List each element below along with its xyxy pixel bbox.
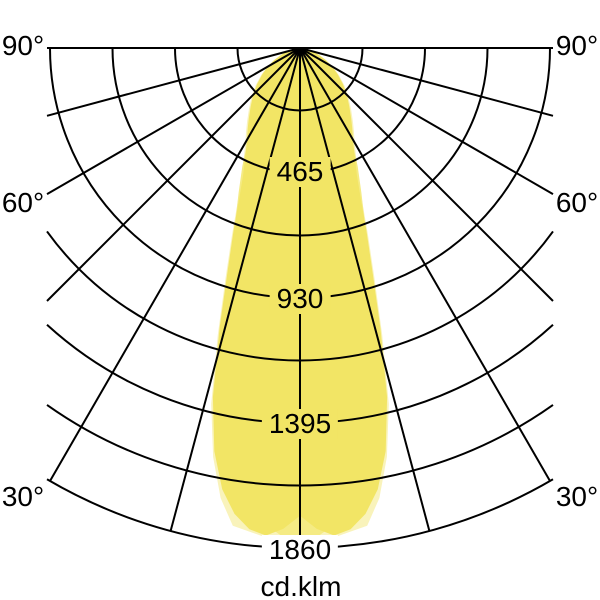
angle-label-90-right: 90° <box>555 30 599 61</box>
angle-label-90-left: 90° <box>1 30 45 61</box>
polar-ray-15-right <box>299 47 431 532</box>
angle-label-30-left: 30° <box>1 481 45 512</box>
angle-label-60-left: 60° <box>1 187 45 218</box>
polar-ray-30-left <box>49 47 301 482</box>
polar-ray-75-left <box>46 47 301 117</box>
unit-label: cd.klm <box>260 571 342 600</box>
angle-label-30-right: 30° <box>555 481 599 512</box>
polar-ray-45-left <box>46 47 301 302</box>
radial-tick-465: 465 <box>269 157 331 187</box>
polar-ray-30-right <box>299 47 551 482</box>
radial-tick-930: 930 <box>269 284 331 314</box>
polar-ray-60-right <box>299 47 554 195</box>
polar-ray-75-right <box>299 47 554 117</box>
angle-label-60-right: 60° <box>555 187 599 218</box>
radial-tick-1395: 1395 <box>261 409 339 439</box>
radial-tick-1860: 1860 <box>261 535 339 565</box>
polar-ray-60-left <box>46 47 301 195</box>
polar-ray-45-right <box>299 47 554 302</box>
polar-ray-15-left <box>169 47 301 532</box>
